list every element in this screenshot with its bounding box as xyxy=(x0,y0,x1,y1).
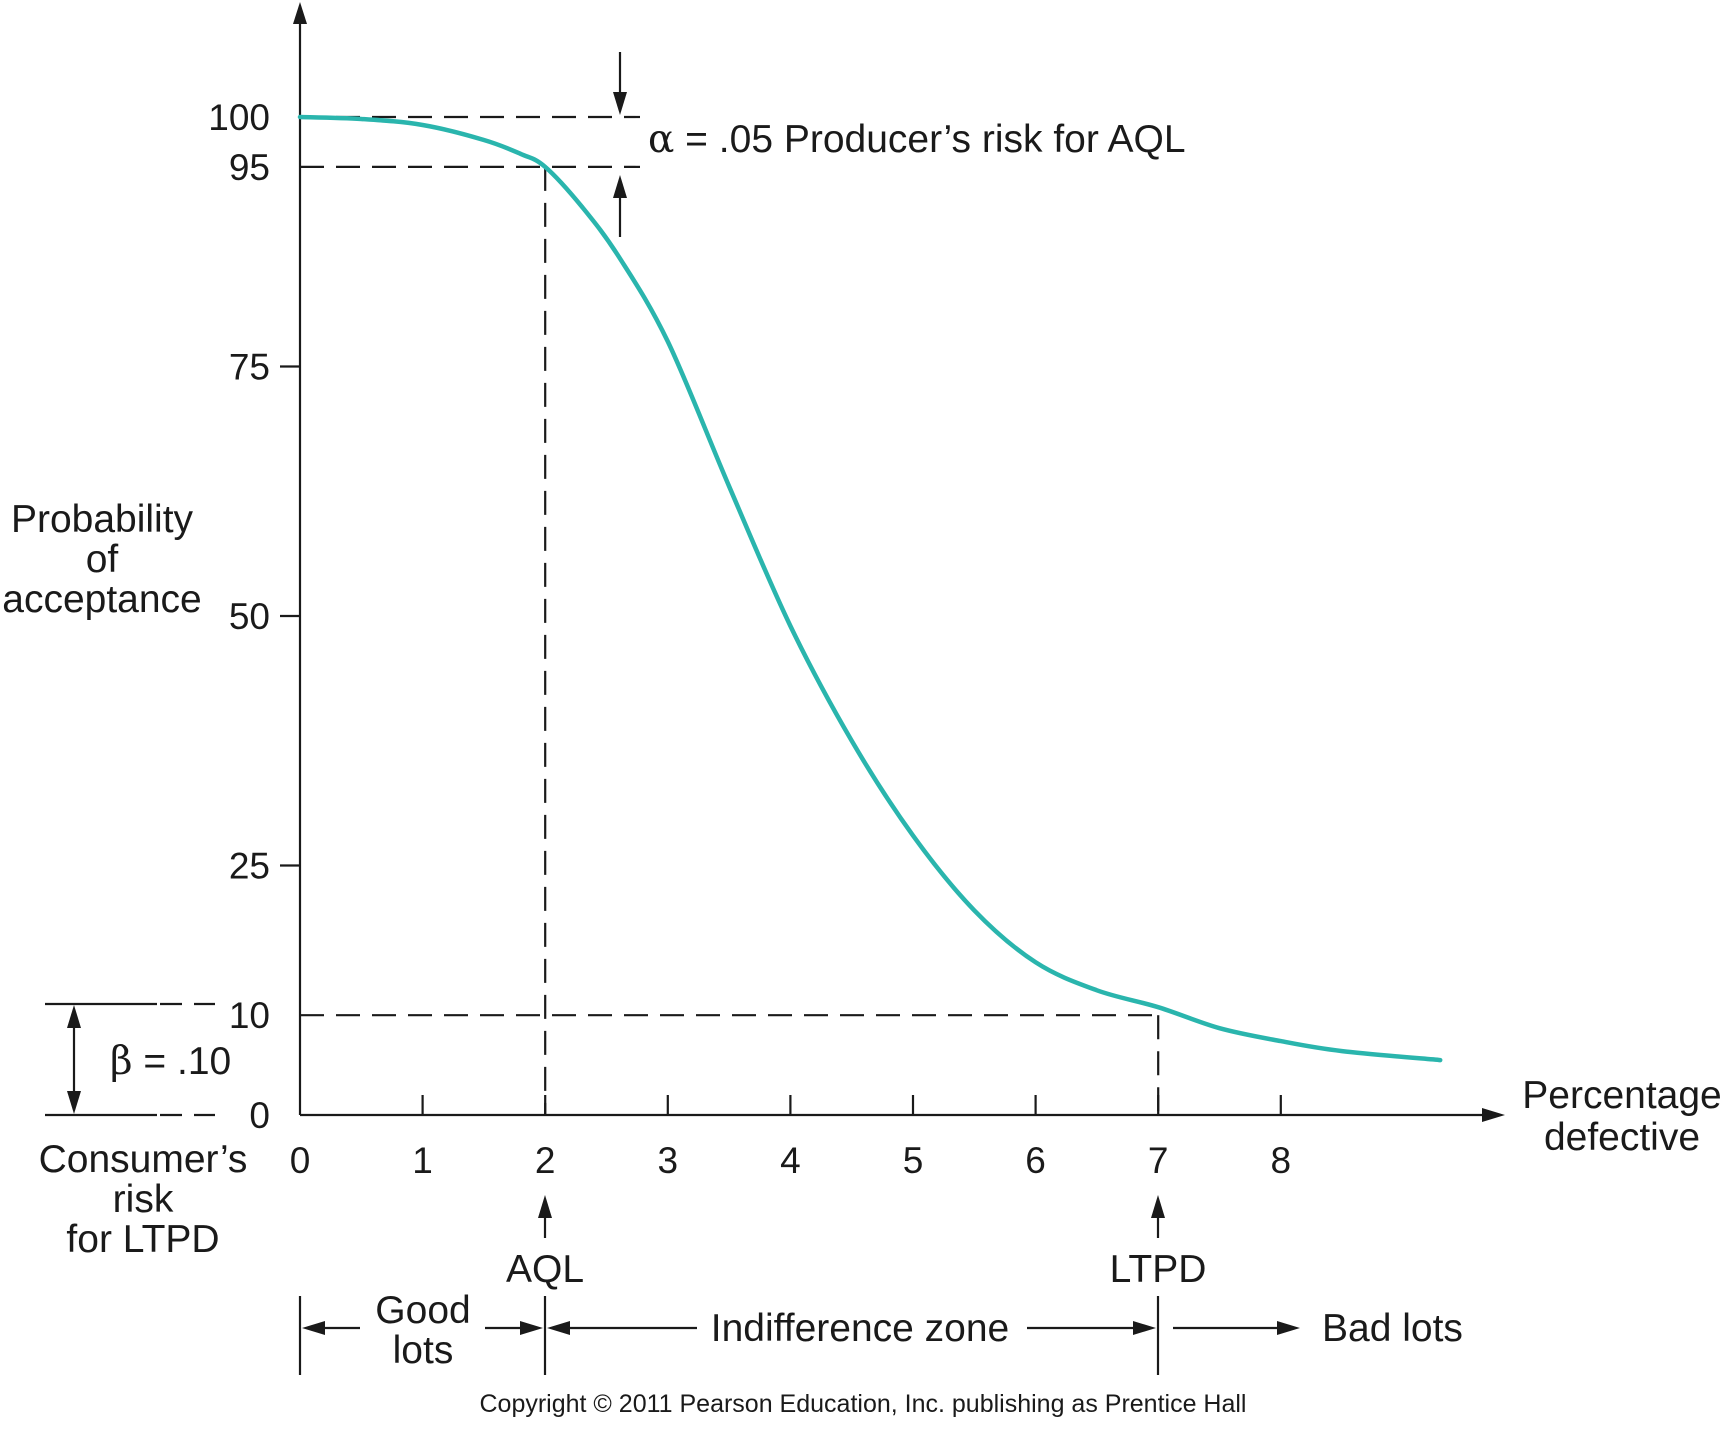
good-lots-arrow-right-head xyxy=(520,1321,543,1335)
alpha-annotation: α = .05 Producer’s risk for AQL xyxy=(613,52,1186,237)
x-tick-label-5: 5 xyxy=(903,1140,924,1181)
reference-lines xyxy=(300,115,1160,1115)
ltpd-arrow-head xyxy=(1151,1195,1165,1218)
beta-annotation: β = .10 xyxy=(45,1002,231,1117)
consumer-risk-line-3: for LTPD xyxy=(66,1218,219,1261)
beta-arrow-down-head xyxy=(67,1091,81,1114)
consumer-risk-line-2: risk xyxy=(113,1178,174,1221)
y-axis-label-line-1: Probability xyxy=(11,498,194,541)
x-tick-label-4: 4 xyxy=(780,1140,801,1181)
beta-text: = .10 xyxy=(133,1040,232,1083)
y-tick-label-100: 100 xyxy=(208,97,270,138)
copyright-notice: Copyright © 2011 Pearson Education, Inc.… xyxy=(479,1390,1246,1418)
axes xyxy=(293,2,1505,1122)
x-tick-label-2: 2 xyxy=(535,1140,556,1181)
y-tick-label-25: 25 xyxy=(229,846,270,887)
oc-curve-series xyxy=(297,114,1443,1063)
y-tick-label-10: 10 xyxy=(229,995,270,1036)
bad-lots-arrow-head xyxy=(1277,1321,1300,1335)
bad-lots-label: Bad lots xyxy=(1322,1307,1463,1350)
consumer-risk-line-1: Consumer’s xyxy=(39,1138,248,1181)
x-axis-label-line-1: Percentage xyxy=(1522,1074,1721,1117)
x-tick-label-3: 3 xyxy=(658,1140,679,1181)
y-axis-arrow xyxy=(293,2,307,24)
y-tick-label-95: 95 xyxy=(229,147,270,188)
x-tick-label-8: 8 xyxy=(1271,1140,1292,1181)
y-tick-label-0: 0 xyxy=(249,1095,270,1136)
indifference-arrow-right-head xyxy=(1133,1321,1156,1335)
x-ticks: 0 1 2 3 4 5 6 7 8 xyxy=(290,1095,1291,1181)
beta-label: β = .10 xyxy=(110,1039,231,1084)
ltpd-pointer: LTPD xyxy=(1110,1195,1207,1291)
y-tick-label-75: 75 xyxy=(229,347,270,388)
alpha-arrow-bottom-head xyxy=(613,175,627,198)
zone-brackets: Good lots Indifference zone Bad lots xyxy=(298,1289,1463,1375)
alpha-text: = .05 Producer’s risk for AQL xyxy=(674,118,1185,161)
y-axis-label-line-3: acceptance xyxy=(2,578,201,621)
beta-arrow-up-head xyxy=(67,1005,81,1028)
indifference-arrow-left-head xyxy=(547,1321,570,1335)
x-tick-label-0: 0 xyxy=(290,1140,311,1181)
indifference-zone-label: Indifference zone xyxy=(711,1307,1010,1350)
aql-pointer: AQL xyxy=(506,1195,584,1291)
ltpd-label: LTPD xyxy=(1110,1248,1207,1291)
beta-symbol: β xyxy=(110,1039,133,1084)
x-tick-label-1: 1 xyxy=(412,1140,433,1181)
x-axis-arrow xyxy=(1482,1108,1505,1122)
alpha-label: α = .05 Producer’s risk for AQL xyxy=(648,117,1186,162)
aql-arrow-head xyxy=(538,1195,552,1218)
alpha-symbol: α xyxy=(648,117,674,162)
alpha-arrow-top-head xyxy=(613,92,627,115)
x-axis-label-line-2: defective xyxy=(1544,1116,1700,1159)
aql-label: AQL xyxy=(506,1248,584,1291)
good-lots-line-1: Good xyxy=(375,1289,470,1332)
x-tick-label-7: 7 xyxy=(1148,1140,1169,1181)
good-lots-line-2: lots xyxy=(393,1329,454,1372)
y-tick-label-50: 50 xyxy=(229,596,270,637)
x-tick-label-6: 6 xyxy=(1025,1140,1046,1181)
y-axis-label-line-2: of xyxy=(86,538,119,581)
good-lots-arrow-left-head xyxy=(302,1321,325,1335)
